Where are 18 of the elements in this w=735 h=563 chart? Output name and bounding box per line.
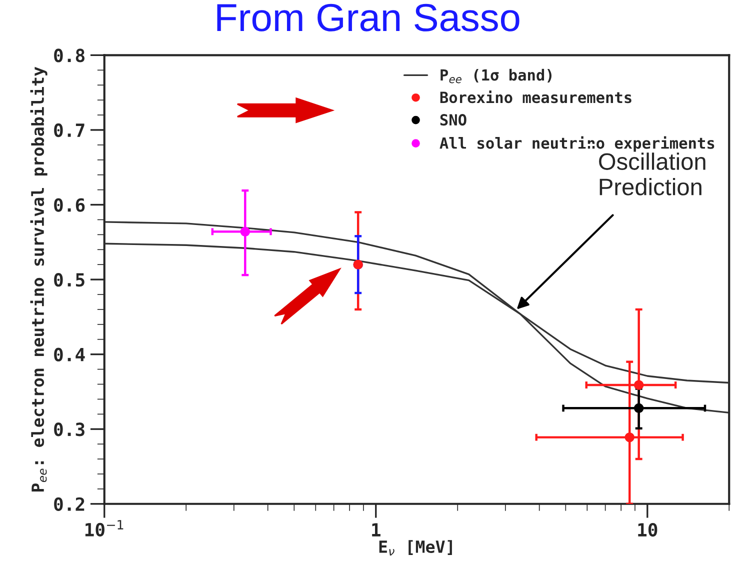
annotation: Oscillation Prediction: [599, 152, 706, 196]
text: P$_{ee}$ (1σ band): [440, 68, 552, 84]
x-tick-label: 1: [372, 523, 380, 536]
legend-label: Borexino measurements: [440, 90, 632, 104]
y-tick-label: 0.5: [54, 272, 84, 287]
x-tick-label: 10$^{−1}$: [85, 520, 124, 536]
y-tick-label: 0.3: [54, 422, 84, 436]
text: E$_{ν}$ [MeV]: [379, 540, 452, 556]
y-tick-label: 0.7: [54, 123, 84, 138]
x-tick-label: 10: [638, 522, 658, 537]
y-tick-label: 0.2: [54, 497, 84, 511]
chart-title: From Gran Sasso: [217, 4, 520, 32]
y-tick-label: 0.4: [54, 348, 85, 362]
legend-label: All solar neutrino experiments: [440, 136, 714, 152]
y-axis-title: P$_{ee}$: electron neutrino survival probability: [30, 66, 48, 492]
y-tick-label: 0.8: [54, 48, 84, 62]
y-tick-label: 0.6: [54, 198, 85, 212]
legend-label: SNO: [440, 114, 466, 126]
